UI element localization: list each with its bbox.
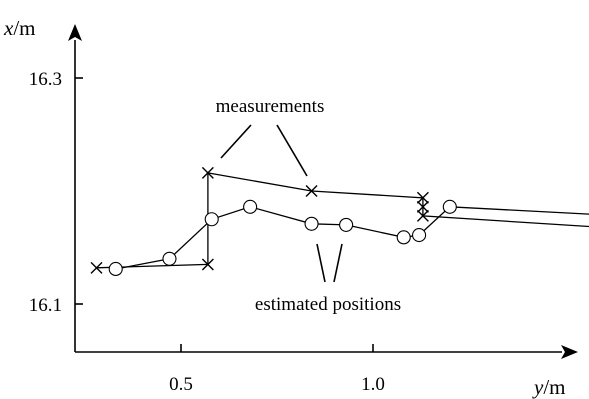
x-axis-label-var: y [532,375,544,399]
estimated-position-marker [204,212,219,227]
y-tick-label-0: 16.1 [29,295,62,316]
y-axis-label-unit: /m [13,16,35,40]
annotation-measurements: measurements [216,96,325,117]
y-axis-arrow [68,24,82,41]
y-axis-label: x/m [3,16,36,40]
measurement-marker [305,185,318,197]
series-line-estimated-positions [115,206,589,270]
estimated-position-marker [162,251,177,266]
estimated-position-marker [243,199,258,214]
estimated-position-marker [442,199,457,214]
x-axis-arrow [561,345,578,359]
measurement-marker [416,209,429,222]
measurement-marker [416,191,429,204]
leader-measurements-right [276,124,308,177]
series-line-measurements [96,172,589,269]
measurement-marker-stroke [416,191,429,204]
measurement-marker-stroke [416,209,429,222]
measurement-marker-stroke [305,185,318,197]
measurement-marker-stroke [201,166,214,179]
leader-estimated-left [316,243,326,283]
measurement-marker [201,258,214,271]
x-axis-label-unit: /m [543,375,565,399]
measurement-marker-stroke [201,258,214,271]
x-tick-label-0: 0.5 [169,374,193,395]
annotation-estimated-positions: estimated positions [255,294,401,315]
x-axis-label: y/m [532,375,566,399]
measurement-marker-stroke [90,261,103,274]
estimated-position-marker [396,230,411,245]
leader-measurements-left [220,124,252,159]
measurement-marker [90,261,103,274]
y-tick-label-1: 16.3 [29,69,62,90]
markers-group [90,166,457,277]
estimated-position-marker [339,217,354,232]
measurement-marker [416,200,429,213]
estimated-position-marker [412,228,427,243]
y-axis-label-var: x [3,16,14,40]
measurement-marker-stroke [416,200,429,213]
measurement-marker [201,166,214,179]
estimated-position-marker [108,261,123,277]
leader-estimated-right [333,243,343,283]
x-tick-label-1: 1.0 [361,374,385,395]
estimated-position-marker [304,216,319,231]
